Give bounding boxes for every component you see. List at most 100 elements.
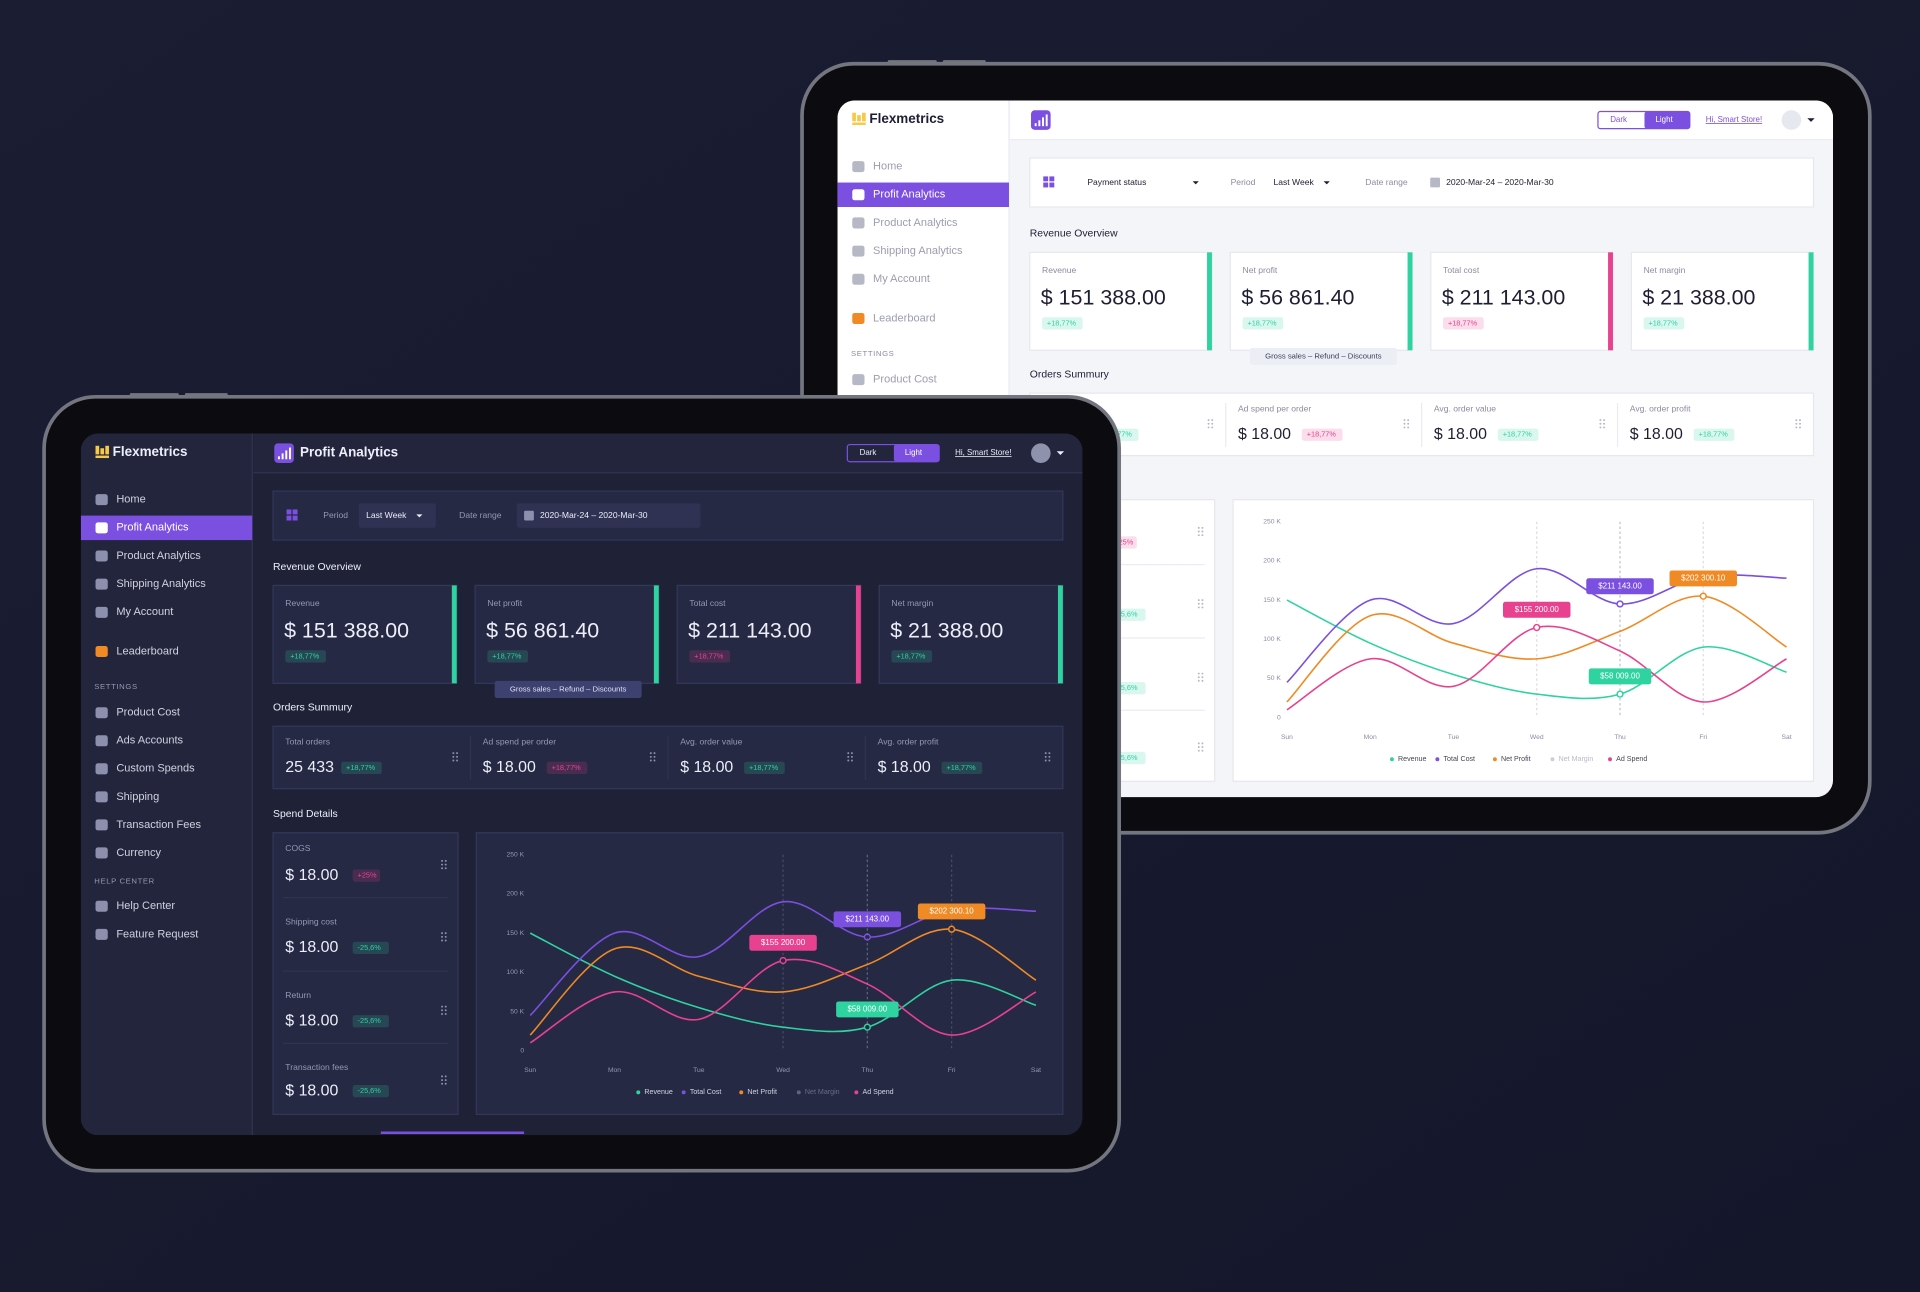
y-tick-label: 100 K (1263, 636, 1281, 643)
nav-item[interactable]: Shipping Analytics (116, 578, 206, 590)
change-badge (285, 650, 326, 663)
metric-label: Avg. order profit (878, 736, 939, 746)
nav-item[interactable]: Currency (116, 847, 161, 859)
nav-item[interactable]: Leaderboard (873, 312, 935, 324)
nav-item[interactable]: Custom Spends (116, 763, 195, 775)
date-field[interactable] (516, 503, 701, 528)
avatar[interactable] (1781, 110, 1802, 130)
drag-dot (441, 935, 444, 938)
legend-label[interactable]: Revenue (1398, 755, 1426, 763)
y-tick-label: 100 K (507, 969, 525, 976)
theme-dark[interactable]: Dark (1610, 115, 1627, 124)
tooltip-text: Gross sales – Refund – Discounts (1265, 351, 1382, 360)
kpi-card (1029, 251, 1213, 351)
x-tick-label: Tue (693, 1067, 705, 1074)
kpi-label: Total cost (689, 598, 726, 608)
page-icon-bar (281, 453, 284, 460)
avatar[interactable] (1031, 443, 1051, 463)
drag-dot (1197, 602, 1200, 605)
nav-item[interactable]: Help Center (116, 900, 175, 912)
legend-label[interactable]: Net Margin (1559, 755, 1594, 763)
grid-icon (286, 509, 292, 515)
filter-value[interactable]: 2020-Mar-24 – 2020-Mar-30 (540, 510, 648, 520)
nav-item[interactable]: Shipping Analytics (873, 245, 963, 257)
legend-label[interactable]: Ad Spend (1616, 755, 1647, 763)
nav-item[interactable]: Product Cost (116, 707, 180, 719)
logo-part (852, 122, 866, 125)
legend-label[interactable]: Net Profit (1501, 755, 1531, 763)
nav-item[interactable]: Home (873, 161, 902, 173)
change-badge (1643, 317, 1685, 330)
annotated-point (1533, 623, 1541, 632)
page-icon-bar (277, 456, 280, 460)
theme-light[interactable]: Light (905, 448, 923, 457)
filter-value[interactable]: Payment status (1087, 177, 1146, 187)
filter-value[interactable]: Last Week (1273, 177, 1314, 187)
legend-dot (1435, 757, 1440, 762)
topbar (253, 433, 1083, 473)
filter-label: Period (323, 510, 348, 520)
metric-label: Total orders (285, 736, 330, 746)
drag-dot (441, 1009, 444, 1012)
period-select[interactable] (358, 503, 436, 528)
legend-label[interactable]: Total Cost (1443, 755, 1475, 763)
annotation-text: $58 009.00 (847, 1005, 887, 1014)
spend-card (272, 832, 459, 1115)
theme-light[interactable]: Light (1656, 115, 1674, 124)
nav-icon (95, 819, 108, 831)
nav-item[interactable]: Ads Accounts (116, 735, 183, 747)
nav-item[interactable]: Feature Request (116, 928, 198, 940)
metric-value: 25 433 (285, 759, 334, 776)
change-badge (689, 650, 731, 663)
legend-label[interactable]: Net Profit (747, 1088, 777, 1096)
drag-dot (653, 752, 656, 755)
drag-dot (850, 752, 853, 755)
kpi-value: $ 56 861.40 (486, 619, 599, 643)
legend-label[interactable]: Ad Spend (862, 1088, 893, 1096)
nav-item[interactable]: Profit Analytics (873, 189, 946, 201)
nav-item[interactable]: Product Cost (873, 374, 937, 386)
kpi-value: $ 56 861.40 (1241, 286, 1354, 310)
drag-dot (1599, 422, 1602, 425)
greeting[interactable]: Hi, Smart Store! (955, 448, 1011, 457)
drag-dot (444, 1079, 447, 1082)
drag-dot (1207, 419, 1210, 422)
calendar-icon (524, 510, 534, 521)
logo-part (95, 455, 109, 459)
drag-dot (649, 759, 652, 762)
drag-dot (1403, 419, 1406, 422)
screen: Flexmetrics Home Profit Analytics Product A… (80, 433, 1083, 1136)
page-icon-bar (1034, 123, 1037, 127)
change-text: +18,77% (1503, 430, 1533, 439)
kpi-accent (1808, 252, 1814, 351)
change-badge (352, 941, 389, 954)
legend-label[interactable]: Revenue (644, 1088, 672, 1096)
filter-value[interactable]: Last Week (366, 510, 407, 520)
nav-item[interactable]: My Account (116, 606, 173, 618)
annotated-point (1616, 690, 1624, 698)
nav-item[interactable]: Shipping (116, 791, 159, 803)
nav-item[interactable]: Product Analytics (116, 550, 201, 562)
change-text: +18,77% (552, 763, 582, 772)
metric-value: $ 18.00 (1434, 426, 1487, 443)
legend-label[interactable]: Net Margin (805, 1088, 840, 1096)
nav-item[interactable]: Product Analytics (873, 217, 958, 229)
kpi-accent (1608, 252, 1613, 351)
drag-dot (1795, 426, 1798, 429)
x-tick-label: Thu (862, 1067, 874, 1074)
y-tick-label: 250 K (1263, 518, 1281, 525)
nav-item[interactable]: Leaderboard (116, 645, 178, 657)
nav-item[interactable]: Home (116, 494, 145, 506)
theme-dark[interactable]: Dark (860, 448, 877, 457)
filter-value[interactable]: 2020-Mar-24 – 2020-Mar-30 (1446, 177, 1554, 187)
nav-item[interactable]: Profit Analytics (116, 522, 189, 534)
nav-item[interactable]: Transaction Fees (116, 819, 201, 831)
legend-dot (1608, 757, 1612, 762)
greeting[interactable]: Hi, Smart Store! (1706, 115, 1762, 124)
legend-label[interactable]: Total Cost (690, 1088, 722, 1096)
nav-item[interactable]: My Account (873, 273, 930, 285)
drag-dot (441, 859, 444, 862)
y-tick-label: 0 (520, 1047, 524, 1054)
nav-icon (95, 522, 108, 534)
